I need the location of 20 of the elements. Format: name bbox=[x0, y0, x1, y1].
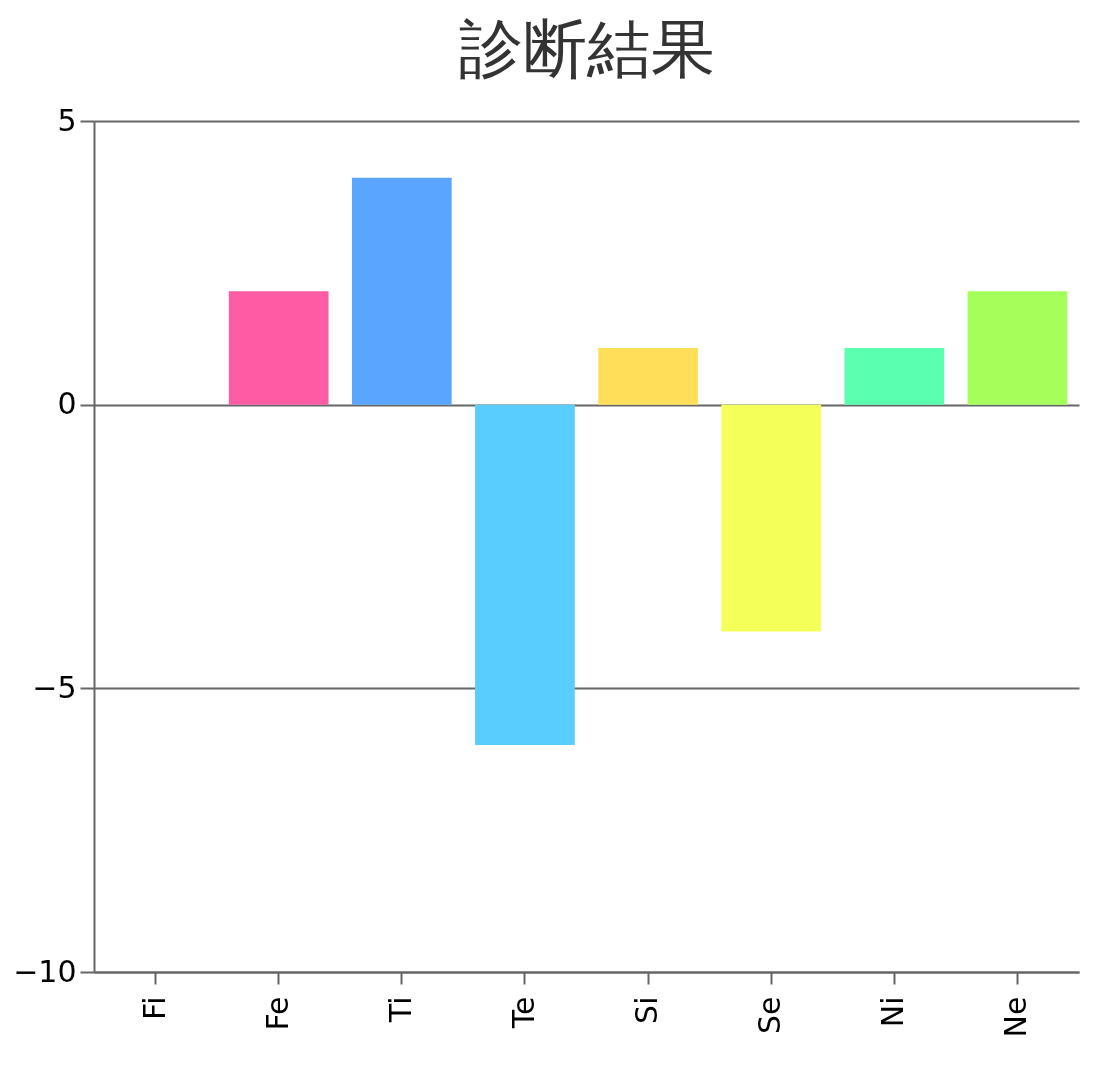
x-tick-label: Ne bbox=[998, 996, 1034, 1038]
x-tick-label: Fe bbox=[259, 996, 295, 1031]
bar bbox=[967, 291, 1068, 405]
bar bbox=[721, 404, 822, 632]
bar bbox=[844, 347, 945, 405]
bar bbox=[351, 177, 452, 405]
x-tick-label: Se bbox=[752, 996, 788, 1034]
x-tick-label: Ni bbox=[875, 996, 911, 1028]
bar bbox=[475, 404, 575, 746]
y-tick-label: −5 bbox=[32, 669, 77, 705]
y-tick-label: 5 bbox=[57, 102, 77, 138]
x-tick-label: Te bbox=[505, 996, 541, 1030]
x-tick-label: Ti bbox=[382, 996, 418, 1024]
y-tick-label: −10 bbox=[13, 953, 77, 989]
y-tick-label: 0 bbox=[57, 386, 77, 422]
bar bbox=[598, 347, 698, 405]
chart-title: 診断結果 bbox=[458, 12, 715, 86]
bar bbox=[228, 291, 329, 405]
x-tick-label: Fi bbox=[136, 996, 172, 1020]
x-tick-label: Si bbox=[629, 996, 665, 1024]
